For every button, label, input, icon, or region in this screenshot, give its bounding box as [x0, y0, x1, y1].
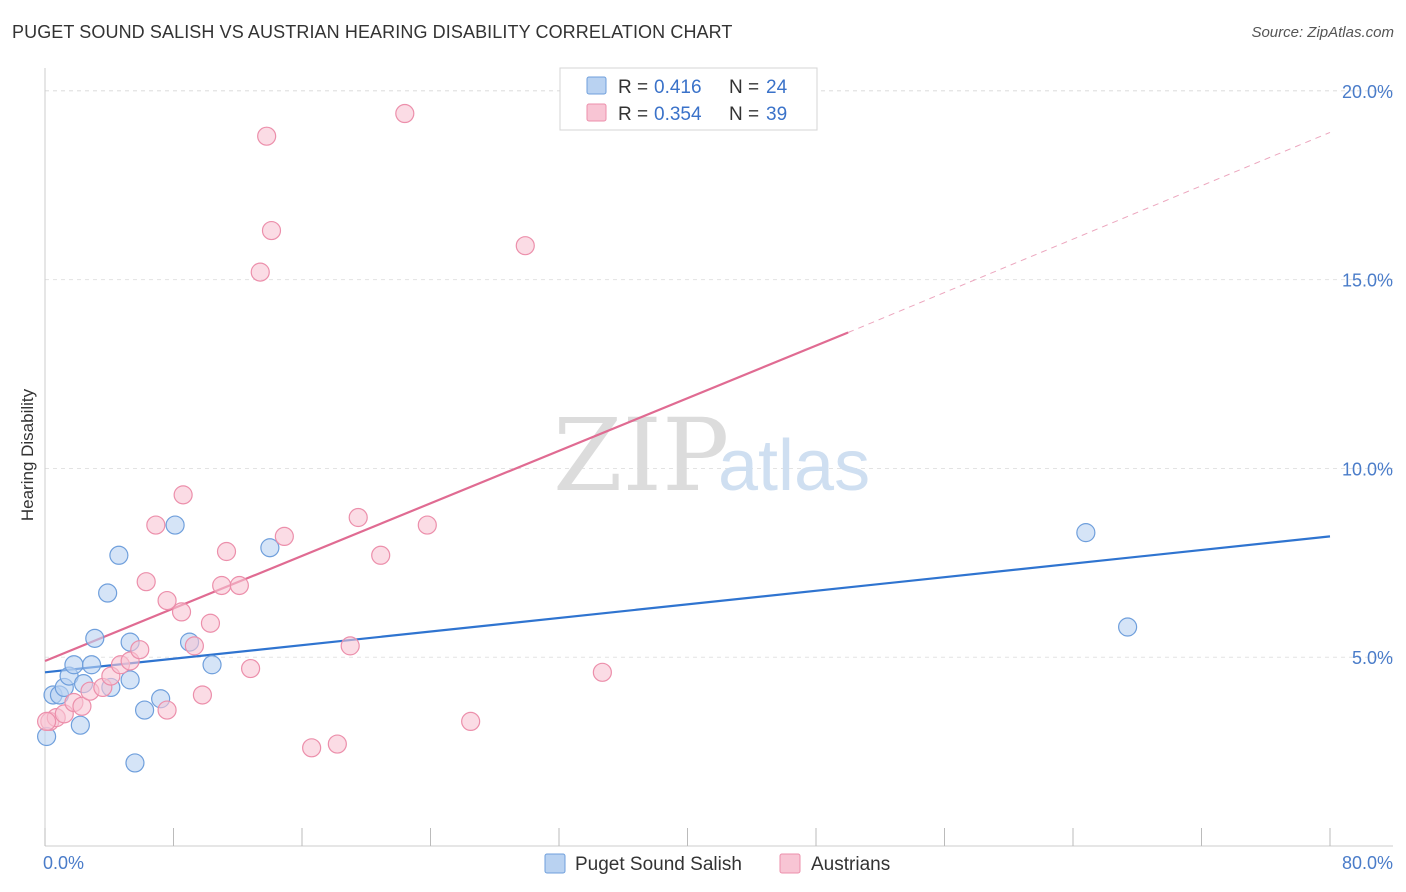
data-point-salish	[120, 670, 140, 690]
data-point-austrians	[395, 103, 415, 124]
data-point-austrians	[130, 640, 150, 660]
data-point-salish	[70, 715, 90, 735]
legend-n-value: 24	[766, 77, 788, 98]
data-point-austrians	[173, 485, 193, 505]
data-point-austrians	[302, 738, 322, 758]
legend-n-value: 39	[766, 104, 787, 125]
bottom-legend-label[interactable]: Puget Sound Salish	[575, 854, 742, 875]
watermark-zip: ZIP	[553, 397, 729, 514]
tick-labels: 5.0% 10.0% 15.0% 20.0% 0.0% 80.0%	[43, 82, 1393, 873]
bottom-legend-swatch-pink[interactable]	[779, 853, 801, 874]
legend-r-label: R =	[618, 104, 648, 125]
data-point-austrians	[274, 526, 294, 547]
bottom-legend-swatch-blue[interactable]	[544, 853, 566, 874]
data-point-salish	[260, 538, 280, 558]
data-point-salish	[64, 655, 84, 675]
legend: R = 0.416 N = 24 R = 0.354 N = 39	[559, 67, 818, 131]
data-point-austrians	[327, 734, 347, 754]
y-tick-label: 15.0%	[1342, 271, 1393, 291]
data-point-salish	[1118, 617, 1138, 637]
data-point-austrians	[212, 575, 232, 596]
data-point-austrians	[461, 711, 481, 732]
gridlines	[45, 90, 1393, 658]
y-tick-label: 20.0%	[1342, 82, 1393, 102]
data-point-austrians	[229, 575, 249, 596]
data-point-austrians	[257, 126, 277, 146]
data-point-austrians	[200, 613, 221, 633]
data-point-austrians	[37, 711, 57, 732]
bottom-legend: Puget Sound Salish Austrians	[544, 853, 890, 875]
data-point-austrians	[261, 220, 282, 241]
y-axis-label: Hearing Disability	[18, 388, 37, 521]
data-points	[37, 103, 1138, 773]
data-point-austrians	[250, 262, 270, 282]
data-point-austrians	[136, 572, 156, 592]
watermark-atlas: atlas	[718, 426, 870, 506]
data-point-austrians	[417, 515, 437, 535]
data-point-salish	[1076, 523, 1096, 543]
source-label: Source: ZipAtlas.com	[1251, 24, 1394, 41]
data-point-salish	[125, 753, 145, 773]
chart-title: PUGET SOUND SALISH VS AUSTRIAN HEARING D…	[12, 22, 733, 42]
y-tick-label: 10.0%	[1342, 459, 1393, 479]
data-point-austrians	[157, 590, 177, 611]
data-point-austrians	[171, 602, 192, 622]
data-point-salish	[109, 545, 129, 565]
data-point-austrians	[146, 515, 166, 535]
data-point-austrians	[241, 658, 261, 679]
legend-r-value: 0.354	[654, 104, 702, 125]
legend-swatch-blue	[586, 76, 607, 95]
legend-n-label: N =	[729, 77, 759, 98]
watermark: ZIP atlas	[553, 397, 870, 514]
data-point-salish	[134, 700, 155, 720]
legend-r-value: 0.416	[654, 77, 702, 98]
data-point-salish	[165, 515, 185, 535]
data-point-austrians	[371, 545, 391, 565]
data-point-austrians	[348, 507, 368, 528]
data-point-austrians	[72, 696, 92, 716]
data-point-austrians	[184, 636, 204, 656]
data-point-salish	[85, 628, 105, 648]
data-point-salish	[202, 655, 222, 675]
data-point-austrians	[340, 636, 360, 656]
bottom-legend-label[interactable]: Austrians	[811, 854, 890, 875]
data-point-austrians	[192, 685, 213, 705]
x-tick-label: 0.0%	[43, 853, 84, 873]
data-point-austrians	[216, 541, 237, 562]
trend-line-salish	[44, 535, 1331, 674]
data-point-austrians	[157, 700, 177, 720]
legend-n-label: N =	[729, 104, 759, 125]
data-point-salish	[98, 583, 118, 603]
y-tick-label: 5.0%	[1352, 648, 1393, 668]
data-point-salish	[81, 655, 102, 675]
data-point-austrians	[515, 236, 535, 256]
x-tick-label: 80.0%	[1342, 853, 1393, 873]
legend-r-label: R =	[618, 77, 648, 98]
trend-extension-austrians	[847, 131, 1331, 333]
data-point-austrians	[592, 662, 612, 682]
legend-swatch-pink	[586, 103, 607, 122]
